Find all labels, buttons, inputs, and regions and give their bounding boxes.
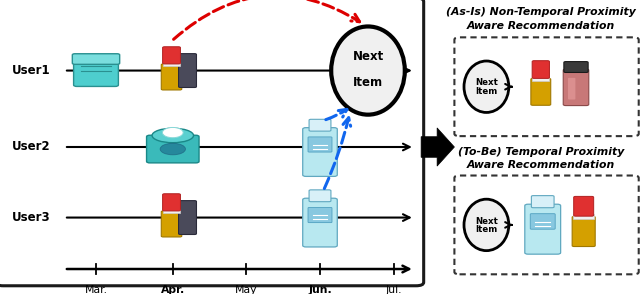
FancyBboxPatch shape — [568, 78, 575, 99]
FancyBboxPatch shape — [573, 196, 594, 216]
FancyBboxPatch shape — [179, 201, 196, 235]
Text: Next: Next — [353, 50, 383, 63]
Ellipse shape — [152, 128, 193, 143]
Text: Next: Next — [475, 217, 498, 225]
FancyBboxPatch shape — [163, 47, 180, 64]
FancyBboxPatch shape — [454, 176, 639, 274]
Text: Next: Next — [475, 78, 498, 87]
Ellipse shape — [464, 61, 509, 113]
FancyBboxPatch shape — [572, 216, 595, 246]
Ellipse shape — [332, 26, 405, 115]
Text: Item: Item — [476, 87, 497, 96]
FancyBboxPatch shape — [161, 64, 182, 90]
FancyBboxPatch shape — [563, 69, 589, 106]
FancyBboxPatch shape — [161, 211, 182, 237]
FancyBboxPatch shape — [531, 196, 554, 208]
FancyBboxPatch shape — [308, 208, 332, 223]
FancyBboxPatch shape — [531, 78, 550, 105]
FancyBboxPatch shape — [179, 54, 196, 88]
FancyBboxPatch shape — [72, 54, 120, 64]
FancyBboxPatch shape — [309, 190, 331, 202]
FancyBboxPatch shape — [163, 62, 180, 66]
FancyBboxPatch shape — [74, 61, 118, 86]
FancyBboxPatch shape — [454, 37, 639, 136]
FancyBboxPatch shape — [0, 0, 424, 286]
Text: User2: User2 — [12, 141, 50, 153]
Text: Jul.: Jul. — [385, 285, 402, 294]
Text: Jun.: Jun. — [308, 285, 332, 294]
Text: User3: User3 — [12, 211, 50, 224]
FancyBboxPatch shape — [573, 215, 594, 219]
Text: May: May — [235, 285, 258, 294]
FancyBboxPatch shape — [163, 209, 180, 213]
Text: User1: User1 — [12, 64, 50, 77]
FancyBboxPatch shape — [525, 204, 561, 254]
Text: Item: Item — [476, 225, 497, 234]
FancyBboxPatch shape — [308, 137, 332, 152]
Text: Item: Item — [353, 76, 383, 89]
Polygon shape — [421, 128, 454, 166]
Text: (To-Be) Temporal Proximity
Aware Recommendation: (To-Be) Temporal Proximity Aware Recomme… — [458, 147, 624, 170]
FancyBboxPatch shape — [531, 214, 555, 229]
FancyBboxPatch shape — [309, 119, 331, 131]
FancyBboxPatch shape — [532, 61, 550, 78]
FancyBboxPatch shape — [303, 198, 337, 247]
Ellipse shape — [464, 199, 509, 250]
Ellipse shape — [160, 143, 186, 155]
FancyBboxPatch shape — [303, 128, 337, 176]
FancyBboxPatch shape — [147, 135, 199, 163]
FancyBboxPatch shape — [163, 194, 180, 211]
FancyBboxPatch shape — [532, 77, 550, 81]
FancyBboxPatch shape — [564, 62, 588, 73]
Ellipse shape — [163, 128, 183, 138]
Text: Apr.: Apr. — [161, 285, 185, 294]
Text: (As-Is) Non-Temporal Proximity
Aware Recommendation: (As-Is) Non-Temporal Proximity Aware Rec… — [446, 7, 636, 31]
Text: Mar.: Mar. — [84, 285, 108, 294]
